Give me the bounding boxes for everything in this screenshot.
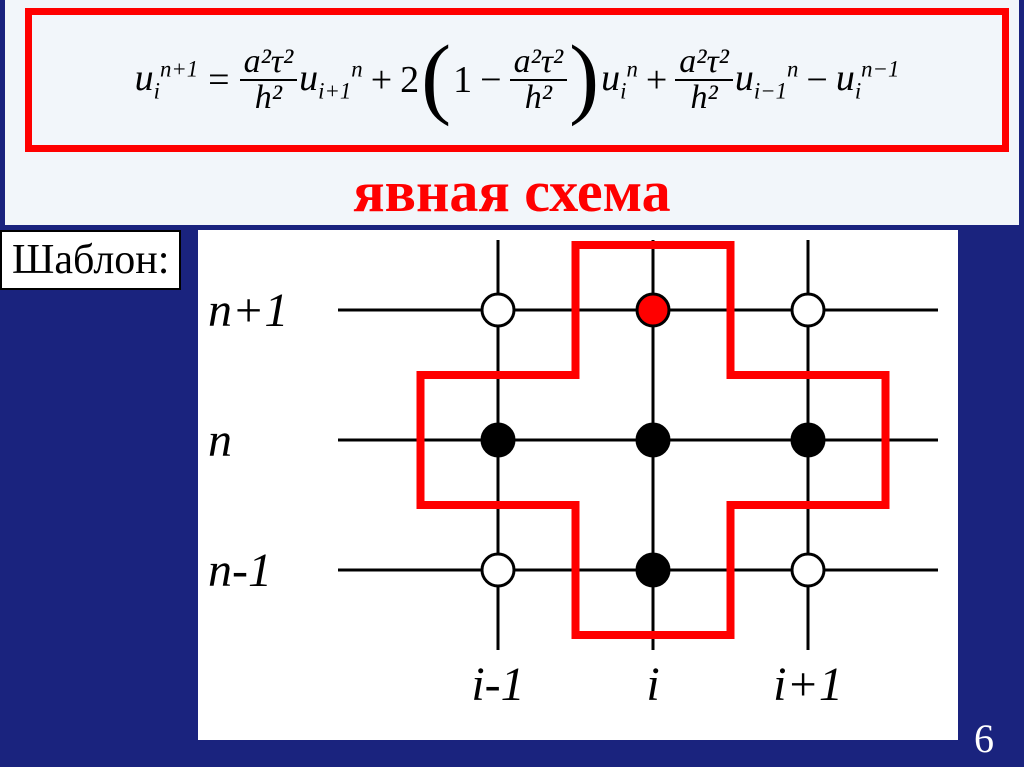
svg-text:i: i — [646, 658, 659, 711]
slide: uin+1 = a²τ² h² ui+1n + 2 ( 1 − a²τ² h² — [0, 0, 1024, 767]
eq-coef1: a²τ² h² — [240, 45, 298, 115]
eq-u3: ui−1n — [735, 56, 799, 105]
svg-text:n+1: n+1 — [208, 284, 288, 337]
stencil-svg: n+1 n n-1 i-1 i i+1 — [198, 230, 958, 740]
stencil-label: Шаблон: — [0, 230, 181, 290]
svg-text:n: n — [208, 414, 232, 467]
page-number: 6 — [974, 715, 994, 762]
eq-lhs: uin+1 — [135, 56, 199, 105]
equation: uin+1 = a²τ² h² ui+1n + 2 ( 1 − a²τ² h² — [135, 45, 900, 115]
eq-u1: ui+1n — [299, 56, 363, 105]
eq-two: 2 — [400, 58, 419, 102]
svg-text:i+1: i+1 — [773, 658, 843, 711]
eq-one: 1 — [453, 58, 472, 102]
svg-text:n-1: n-1 — [208, 544, 272, 597]
svg-text:i-1: i-1 — [471, 658, 524, 711]
eq-minus-in: − — [480, 58, 501, 102]
eq-coef3: a²τ² h² — [675, 45, 733, 115]
eq-eq: = — [208, 58, 229, 102]
stencil-panel: n+1 n n-1 i-1 i i+1 — [198, 230, 958, 740]
eq-u2: uin — [601, 56, 638, 105]
eq-plus2: + — [646, 58, 667, 102]
eq-minus2: − — [806, 58, 827, 102]
eq-coef2: a²τ² h² — [510, 45, 568, 115]
scheme-title: явная схема — [5, 158, 1019, 225]
equation-box: uin+1 = a²τ² h² ui+1n + 2 ( 1 − a²τ² h² — [25, 8, 1009, 152]
eq-u4: uin−1 — [836, 56, 900, 105]
eq-plus1: + — [371, 58, 392, 102]
equation-panel: uin+1 = a²τ² h² ui+1n + 2 ( 1 − a²τ² h² — [5, 0, 1019, 225]
